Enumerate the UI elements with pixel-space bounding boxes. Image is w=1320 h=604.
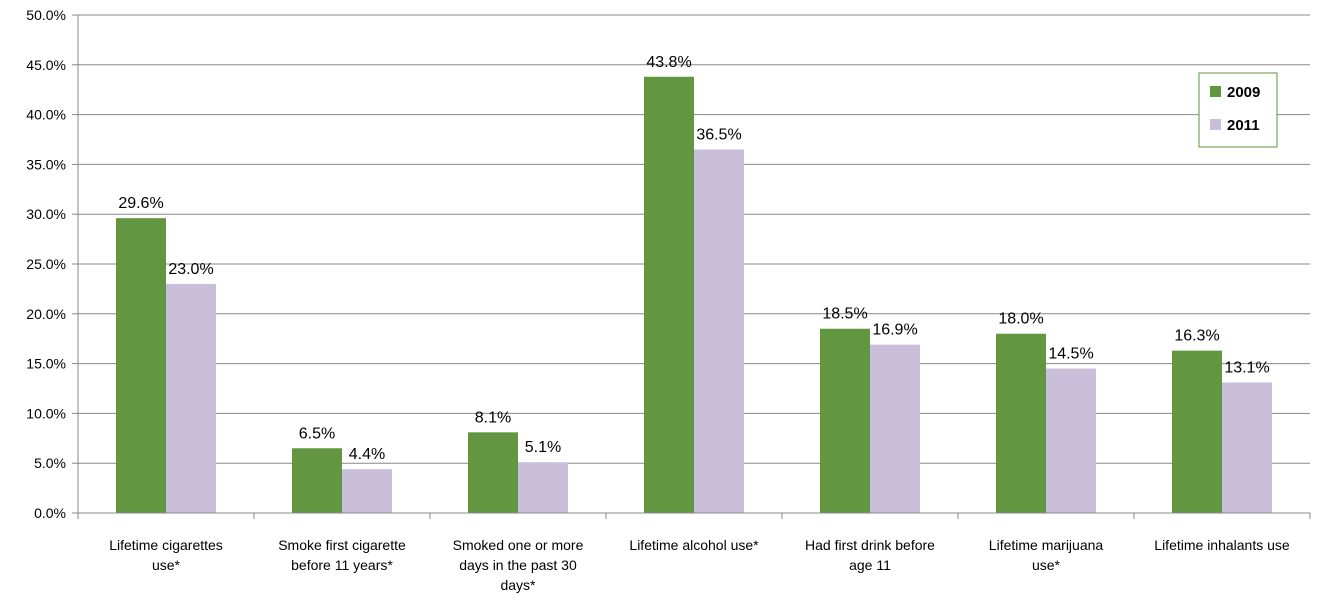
y-tick-label: 20.0% — [26, 306, 66, 322]
y-tick-label: 45.0% — [26, 57, 66, 73]
bar-2011-4 — [694, 149, 744, 513]
data-label-2009: 29.6% — [118, 195, 163, 212]
bar-2011-1 — [166, 283, 216, 513]
y-tick-label: 25.0% — [26, 256, 66, 272]
legend-label-2011: 2011 — [1227, 117, 1260, 134]
data-label-2011: 4.4% — [349, 446, 385, 463]
legend-swatch-2009 — [1210, 86, 1221, 97]
data-label-2011: 5.1% — [525, 439, 561, 456]
bar-2011-6 — [1046, 368, 1096, 513]
legend-box — [1198, 72, 1278, 148]
data-label-2009: 16.3% — [1174, 328, 1219, 345]
bar-2011-2 — [342, 469, 392, 513]
y-tick-label: 15.0% — [26, 356, 66, 372]
bar-2011-5 — [870, 344, 920, 513]
x-tick-label: Lifetime inhalants use — [1154, 537, 1290, 553]
x-tick-label: Had first drink before age 11 — [805, 537, 935, 573]
bar-2009-2 — [292, 448, 342, 513]
bar-2011-7 — [1222, 382, 1272, 513]
y-tick-label: 35.0% — [26, 156, 66, 172]
x-tick-label: Lifetime cigarettes use* — [109, 537, 223, 573]
data-label-2011: 23.0% — [168, 261, 213, 278]
bar-2009-5 — [820, 328, 870, 513]
bar-2009-6 — [996, 333, 1046, 513]
data-label-2011: 16.9% — [872, 322, 917, 339]
bar-2009-7 — [1172, 350, 1222, 513]
data-label-2009: 8.1% — [475, 409, 511, 426]
bars — [116, 76, 1272, 513]
data-label-2011: 36.5% — [696, 126, 741, 143]
legend-label-2009: 2009 — [1227, 84, 1260, 101]
y-tick-label: 30.0% — [26, 206, 66, 222]
bar-2011-3 — [518, 462, 568, 513]
y-tick-label: 0.0% — [34, 505, 66, 521]
data-label-2009: 18.5% — [822, 306, 867, 323]
y-tick-label: 50.0% — [26, 7, 66, 23]
axes: 0.0% 5.0% 10.0% 15.0% 20.0% 25.0% 30.0% 35.0% 40… — [26, 7, 1311, 593]
data-label-2009: 6.5% — [299, 425, 335, 442]
y-tick-label: 40.0% — [26, 107, 66, 123]
x-tick-label: Lifetime marijuana use* — [989, 537, 1104, 573]
bar-2009-3 — [468, 432, 518, 513]
data-label-2009: 18.0% — [998, 311, 1043, 328]
data-label-2009: 43.8% — [646, 54, 691, 71]
y-tick-label: 5.0% — [34, 455, 66, 471]
legend: 2009 2011 — [1198, 72, 1278, 148]
y-tick-label: 10.0% — [26, 405, 66, 421]
data-labels: 29.6% 23.0% 6.5% 4.4% 8.1% 5.1% 43.8% 36.5% 18.5… — [118, 54, 1269, 463]
x-tick-label: Smoked one or more days in the past 30 day… — [453, 537, 584, 593]
x-tick-label: Smoke first cigarette before 11 years* — [278, 537, 406, 573]
data-label-2011: 13.1% — [1224, 360, 1269, 377]
bar-2009-1 — [116, 218, 166, 513]
bar-2009-4 — [644, 76, 694, 513]
data-label-2011: 14.5% — [1048, 346, 1093, 363]
x-tick-label: Lifetime alcohol use* — [629, 537, 759, 553]
legend-swatch-2011 — [1210, 119, 1221, 130]
